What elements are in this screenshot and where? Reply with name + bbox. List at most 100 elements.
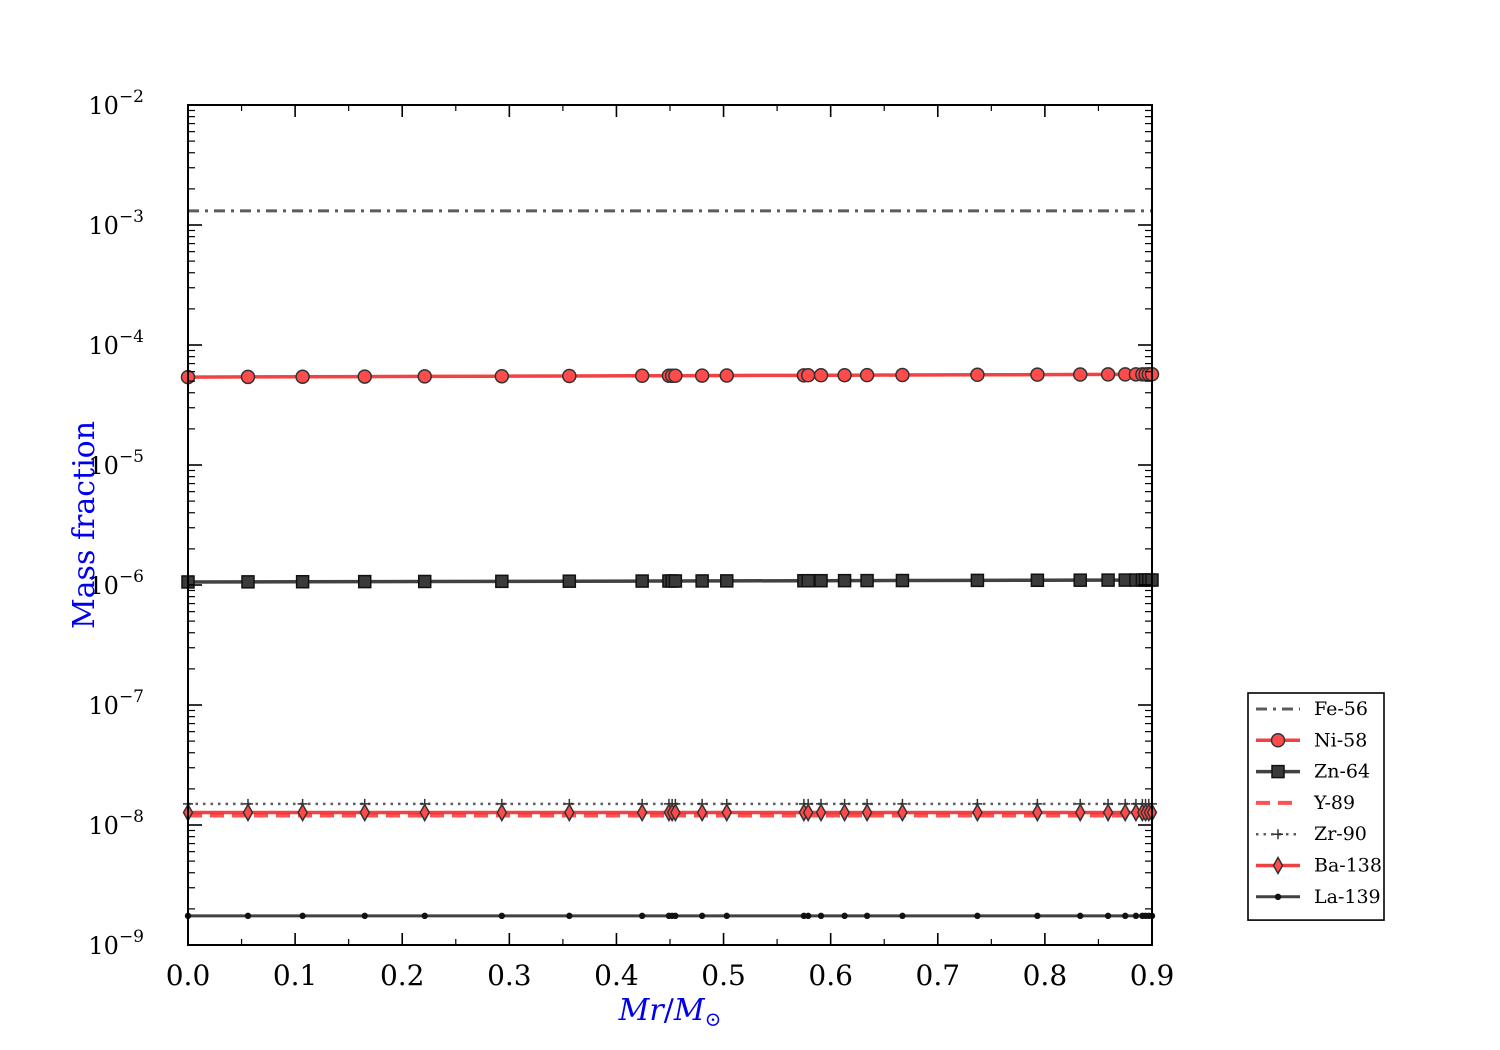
legend-item: Fe-56 bbox=[1256, 698, 1368, 720]
data-point bbox=[357, 369, 372, 384]
series-la-139 bbox=[184, 912, 1156, 920]
data-point bbox=[972, 803, 983, 823]
data-point bbox=[695, 574, 709, 588]
data-point bbox=[240, 369, 256, 385]
data-point bbox=[721, 803, 733, 823]
y-tick-label: 10−7 bbox=[88, 687, 144, 720]
y-tick-label: 10−5 bbox=[88, 447, 144, 480]
x-tick-label: 0.1 bbox=[273, 959, 318, 992]
legend-label: Fe-56 bbox=[1314, 698, 1368, 720]
data-point bbox=[635, 574, 649, 588]
data-point bbox=[634, 368, 650, 384]
legend-box bbox=[1247, 692, 1385, 921]
data-point bbox=[244, 912, 252, 920]
axis-ticks bbox=[187, 104, 1153, 946]
data-point bbox=[242, 803, 254, 823]
x-axis-label-m: M bbox=[673, 993, 706, 1028]
data-point bbox=[801, 573, 815, 588]
tick-labels: 0.0 0.1 0.2 0.3 0.4 0.5 0.6 0.7 0.8 0.9 10−2 10−3 10… bbox=[88, 87, 1174, 992]
data-point bbox=[241, 575, 255, 589]
data-point bbox=[800, 368, 816, 383]
x-tick-label: 0.9 bbox=[1130, 959, 1175, 992]
data-point bbox=[1272, 855, 1284, 876]
data-point bbox=[815, 803, 827, 823]
data-point bbox=[970, 573, 985, 588]
data-point bbox=[417, 369, 432, 384]
data-point bbox=[899, 912, 906, 920]
x-axis-label-main: Mr bbox=[618, 993, 666, 1028]
data-point bbox=[859, 367, 875, 383]
data-point bbox=[361, 912, 368, 920]
y-tick-label: 10−9 bbox=[88, 927, 144, 960]
data-point bbox=[295, 369, 310, 385]
data-point bbox=[359, 803, 371, 823]
data-point bbox=[723, 912, 730, 920]
data-point bbox=[1273, 829, 1283, 840]
legend-item: Zn-64 bbox=[1256, 761, 1370, 783]
legend-label: Zr-90 bbox=[1314, 823, 1367, 845]
legend-label: Ni-58 bbox=[1314, 729, 1367, 751]
data-point bbox=[1030, 367, 1045, 382]
data-point bbox=[719, 368, 735, 383]
data-point bbox=[636, 803, 648, 823]
x-tick-label: 0.2 bbox=[380, 959, 425, 992]
data-point bbox=[837, 367, 852, 383]
y-tick-label: 10−8 bbox=[88, 807, 144, 840]
data-point bbox=[638, 912, 646, 920]
data-point bbox=[863, 912, 871, 920]
data-point bbox=[895, 367, 910, 383]
data-point bbox=[1077, 912, 1084, 920]
data-point bbox=[357, 574, 372, 589]
data-point bbox=[1119, 803, 1131, 823]
data-point bbox=[860, 573, 874, 588]
y-tick-label: 10−6 bbox=[88, 567, 144, 600]
data-point bbox=[802, 803, 814, 823]
x-tick-label: 0.8 bbox=[1023, 959, 1068, 992]
data-point bbox=[1271, 764, 1285, 779]
y-axis-label: Mass fraction bbox=[67, 421, 102, 629]
x-tick-label: 0.7 bbox=[916, 959, 961, 992]
legend-item: Y-89 bbox=[1256, 792, 1355, 814]
data-point bbox=[566, 912, 573, 920]
series-zn-64 bbox=[181, 573, 1159, 589]
data-point bbox=[696, 803, 708, 823]
data-point bbox=[804, 912, 812, 920]
y-tick-label: 10−3 bbox=[88, 207, 144, 240]
data-point bbox=[698, 912, 706, 920]
legend-label: Y-89 bbox=[1313, 792, 1355, 814]
data-point bbox=[694, 368, 710, 383]
data-point bbox=[669, 803, 681, 823]
data-point bbox=[1073, 573, 1087, 587]
y-tick-label: 10−2 bbox=[88, 87, 144, 120]
legend-item: Ni-58 bbox=[1256, 729, 1367, 751]
legend-label: La-139 bbox=[1314, 886, 1381, 908]
legend: Fe-56 Ni-58 Zn-64 Y-89 Zr-90 Ba-138 La-139 bbox=[1247, 692, 1385, 921]
data-point bbox=[720, 574, 734, 588]
data-point bbox=[1072, 367, 1088, 382]
data-point bbox=[813, 368, 829, 383]
data-point bbox=[841, 912, 848, 920]
legend-label: Ba-138 bbox=[1314, 855, 1382, 877]
data-point bbox=[562, 368, 577, 384]
data-point bbox=[814, 573, 828, 588]
data-point bbox=[1074, 803, 1086, 823]
x-tick-label: 0.5 bbox=[701, 959, 746, 992]
data-point bbox=[895, 573, 910, 588]
x-tick-label: 0.0 bbox=[166, 959, 211, 992]
legend-item: Ba-138 bbox=[1256, 855, 1382, 877]
data-point bbox=[1030, 573, 1045, 588]
series-ba-138 bbox=[182, 803, 1158, 823]
data-point bbox=[563, 803, 575, 823]
data-point bbox=[299, 912, 306, 920]
data-point bbox=[419, 803, 431, 823]
x-axis-label-sub: ⊙ bbox=[705, 1007, 722, 1031]
series-ni-58 bbox=[180, 367, 1160, 385]
data-point bbox=[1032, 803, 1043, 823]
data-point bbox=[297, 803, 308, 823]
data-point bbox=[417, 574, 432, 589]
x-axis-label-sep: / bbox=[664, 993, 675, 1028]
chart-marks bbox=[180, 209, 1160, 920]
legend-item: Zr-90 bbox=[1256, 823, 1367, 845]
x-axis-label: Mr/M⊙ bbox=[618, 993, 722, 1031]
